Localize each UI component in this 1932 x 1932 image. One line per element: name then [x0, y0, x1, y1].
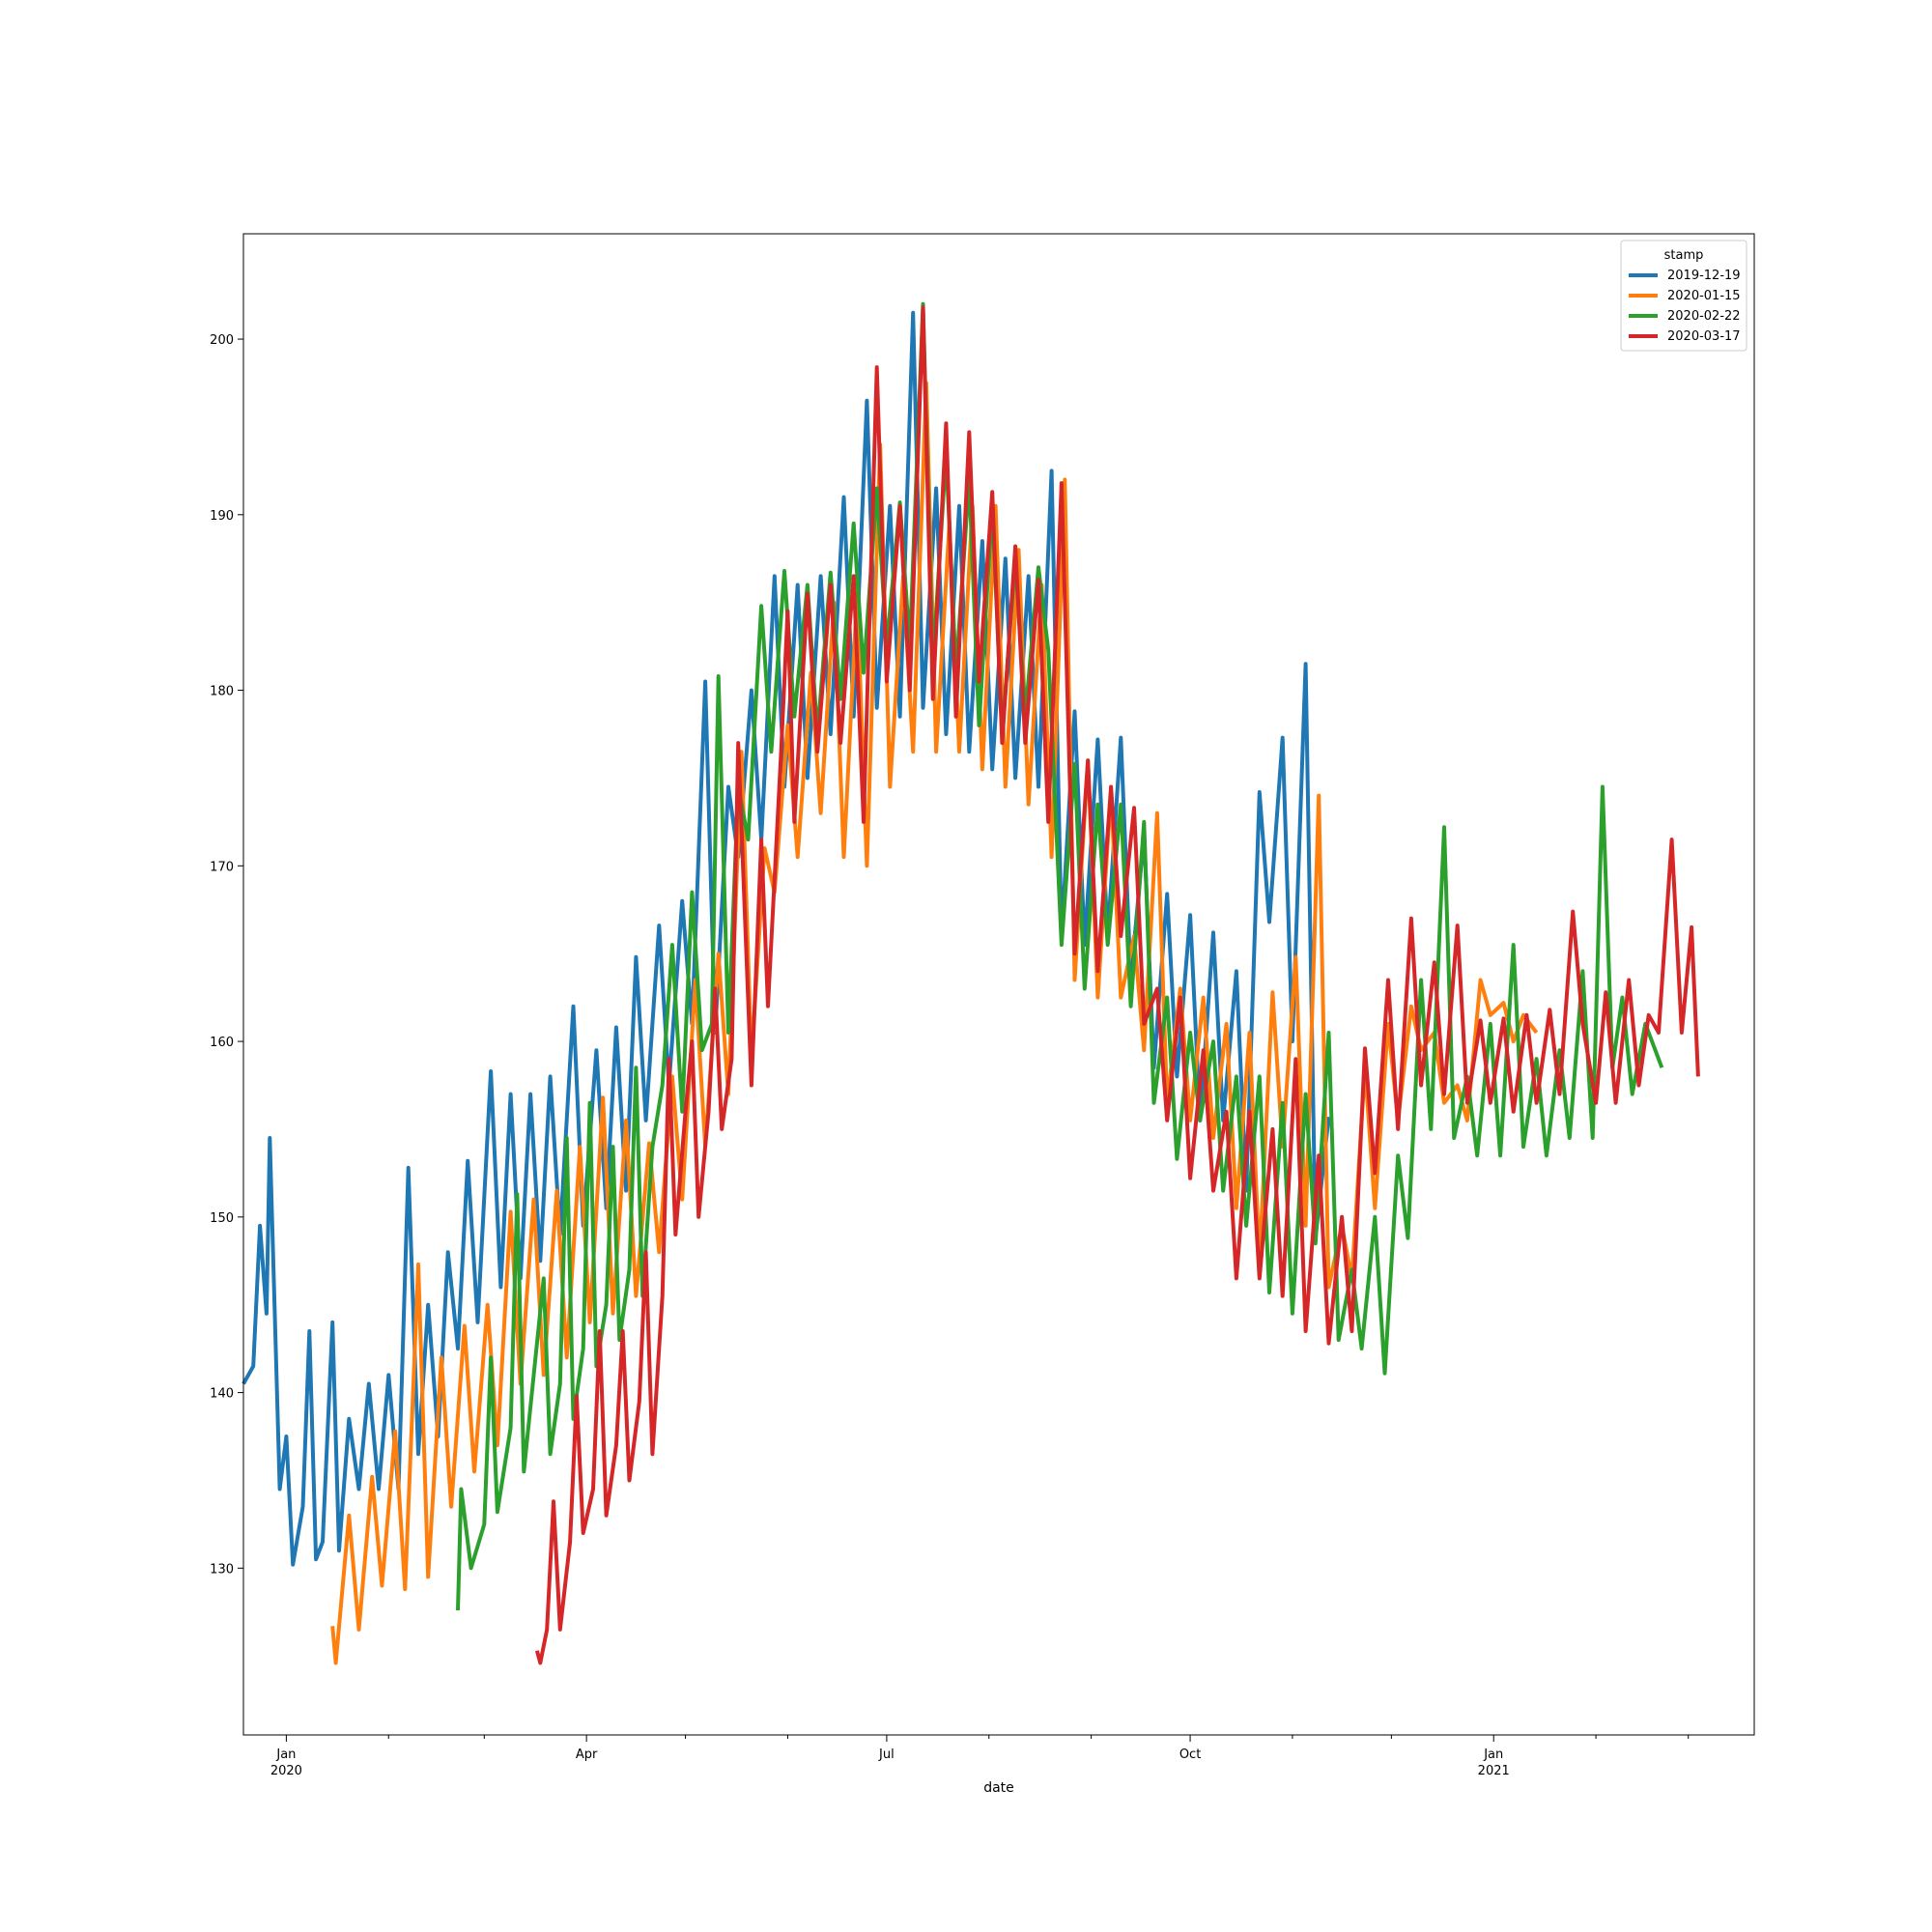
- series-line-2020-01-15: [330, 381, 1539, 1665]
- legend-entries: 2019-12-19 2020-01-15 2020-02-22 2020-03-17: [1629, 269, 1741, 344]
- legend-entry-label: 2020-02-22: [1667, 309, 1741, 324]
- x-tick-sublabel: 2021: [1478, 1764, 1510, 1778]
- y-tick-label: 170: [210, 860, 234, 874]
- y-tick-label: 130: [210, 1562, 234, 1577]
- x-tick-label: Jul: [878, 1747, 895, 1762]
- y-tick-label: 150: [210, 1211, 234, 1226]
- y-tick-label: 140: [210, 1387, 234, 1402]
- x-tick-label: Apr: [576, 1747, 598, 1762]
- y-tick-label: 200: [210, 333, 234, 348]
- x-tick-label: Oct: [1179, 1747, 1201, 1762]
- x-tick-sublabel: 2020: [270, 1764, 302, 1778]
- y-tick-label: 190: [210, 509, 234, 524]
- series-line-2019-12-19: [242, 310, 1331, 1567]
- y-axis: 130 140 150 160 170 180 190 200: [210, 333, 243, 1577]
- plot-frame: [242, 233, 1755, 1736]
- x-tick-label: Jan: [275, 1747, 296, 1762]
- legend-entry-label: 2019-12-19: [1667, 269, 1741, 283]
- y-tick-label: 180: [210, 685, 234, 699]
- x-axis: Jan 2020 Apr Jul Oct Jan 2021: [270, 1735, 1690, 1778]
- x-axis-label: date: [983, 1780, 1014, 1796]
- legend: stamp 2019-12-19 2020-01-15 2020-02-22 2020…: [1620, 240, 1747, 352]
- legend-title: stamp: [1664, 248, 1704, 263]
- legend-entry-label: 2020-01-15: [1667, 289, 1741, 303]
- series-line-2020-03-17: [534, 305, 1700, 1665]
- series-layer: [242, 301, 1700, 1665]
- legend-entry-label: 2020-03-17: [1667, 329, 1741, 344]
- y-tick-label: 160: [210, 1036, 234, 1050]
- legend-box: [1620, 240, 1747, 352]
- x-tick-label: Jan: [1483, 1747, 1503, 1762]
